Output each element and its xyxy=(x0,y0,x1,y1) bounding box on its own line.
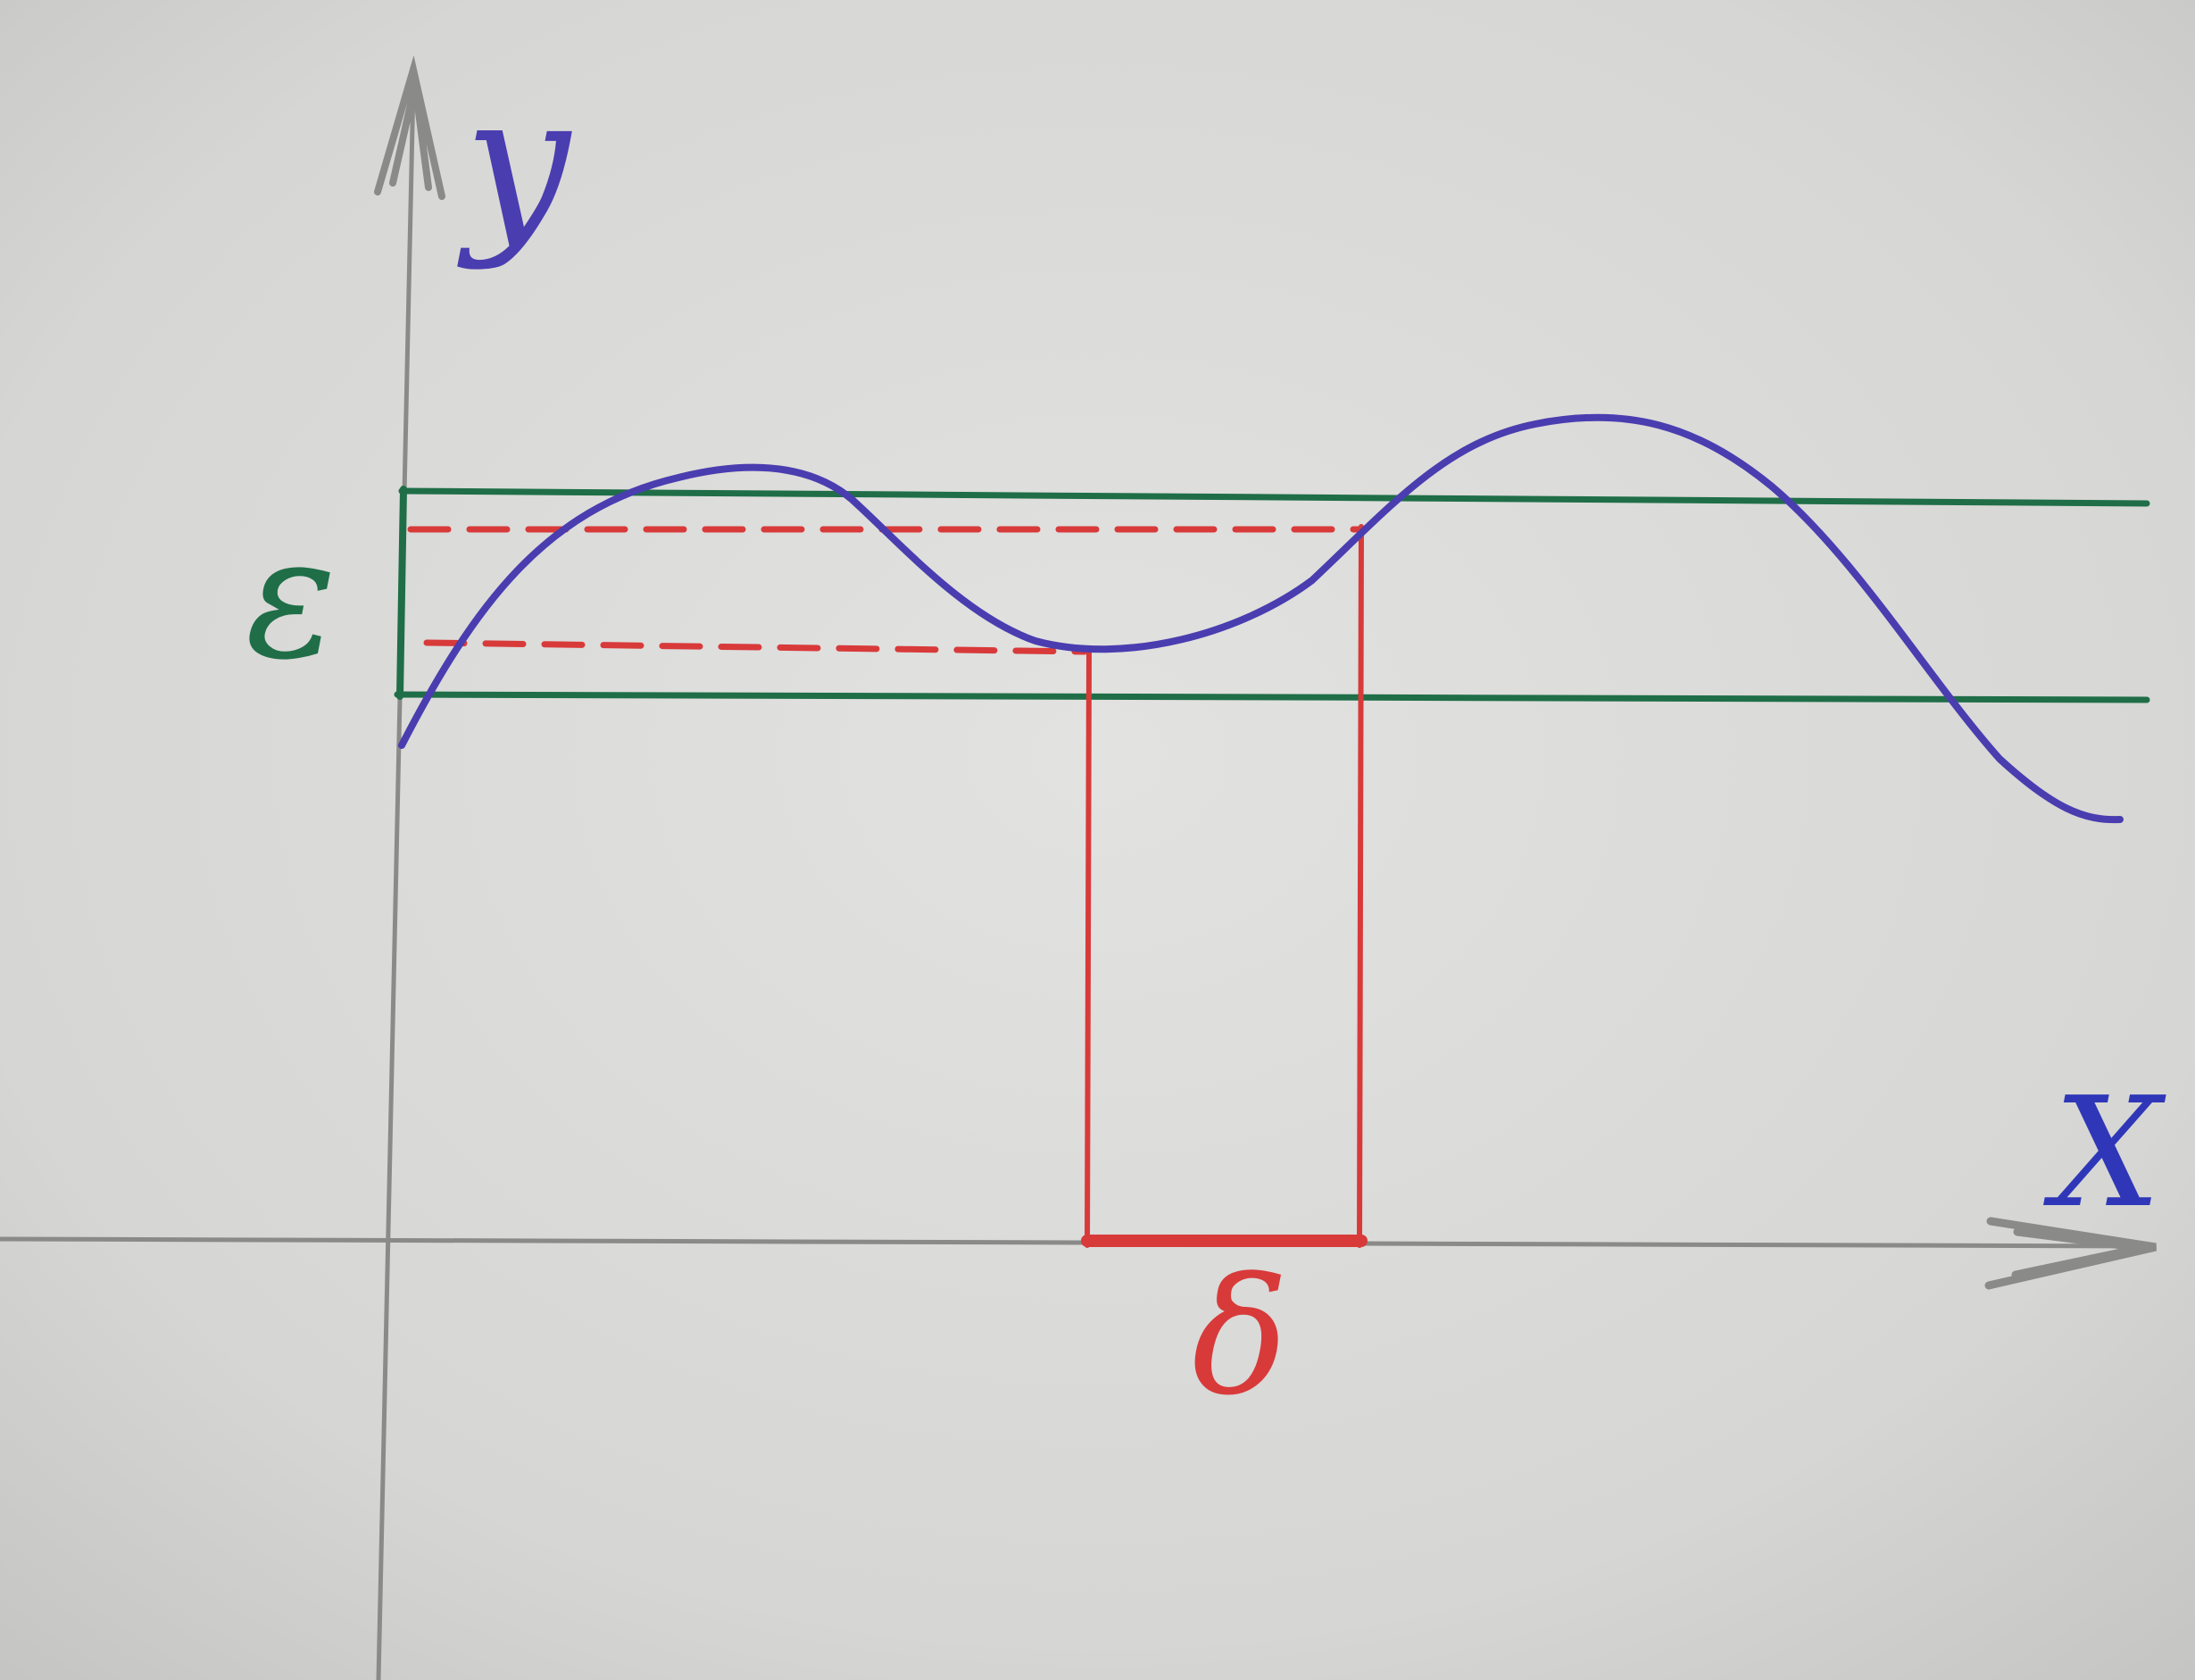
delta-interval xyxy=(1081,524,1368,1248)
delta-label: δ xyxy=(1192,1244,1288,1431)
epsilon-label: ε xyxy=(245,499,337,696)
x-axis-arrowhead xyxy=(1984,1217,2158,1290)
dashed-line-lower xyxy=(423,639,1088,655)
function-curve xyxy=(398,413,2124,824)
epsilon-band-upper-line xyxy=(398,487,2150,507)
y-axis-label: y xyxy=(457,54,572,272)
x-axis-line xyxy=(0,1236,2154,1249)
epsilon-band-left-edge xyxy=(396,486,407,700)
axes xyxy=(0,55,2158,1680)
y-axis-arrowhead xyxy=(374,55,445,200)
epsilon-band-lower-line xyxy=(394,691,2150,703)
delta-right-edge xyxy=(1357,524,1364,1248)
epsilon-band xyxy=(394,486,2150,703)
y-axis-line xyxy=(376,82,416,1680)
delta-left-edge xyxy=(1085,647,1092,1248)
x-axis-label: X xyxy=(2043,1065,2166,1242)
